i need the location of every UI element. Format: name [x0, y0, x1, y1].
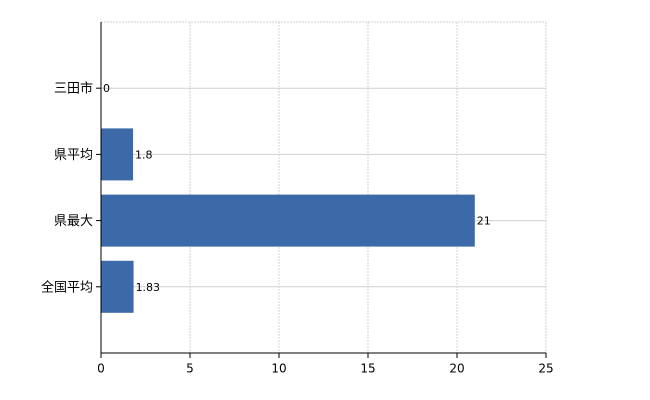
y-tick-label: 全国平均 [41, 279, 93, 295]
value-label: 1.83 [136, 281, 161, 294]
bar [101, 260, 134, 313]
x-tick-label: 15 [360, 362, 375, 376]
y-tick-label: 県最大 [54, 214, 93, 229]
y-tick-label: 県平均 [54, 148, 93, 163]
bar [101, 194, 475, 247]
x-tick-label: 10 [271, 362, 286, 376]
value-label: 1.8 [135, 148, 153, 161]
value-label: 21 [477, 215, 491, 228]
bar [101, 128, 134, 181]
y-tick-label: 三田市 [54, 81, 93, 97]
x-tick-label: 0 [97, 362, 105, 376]
x-tick-label: 5 [186, 362, 194, 376]
value-label: 0 [103, 82, 110, 95]
x-tick-label: 20 [449, 362, 464, 376]
x-tick-label: 25 [538, 362, 553, 376]
